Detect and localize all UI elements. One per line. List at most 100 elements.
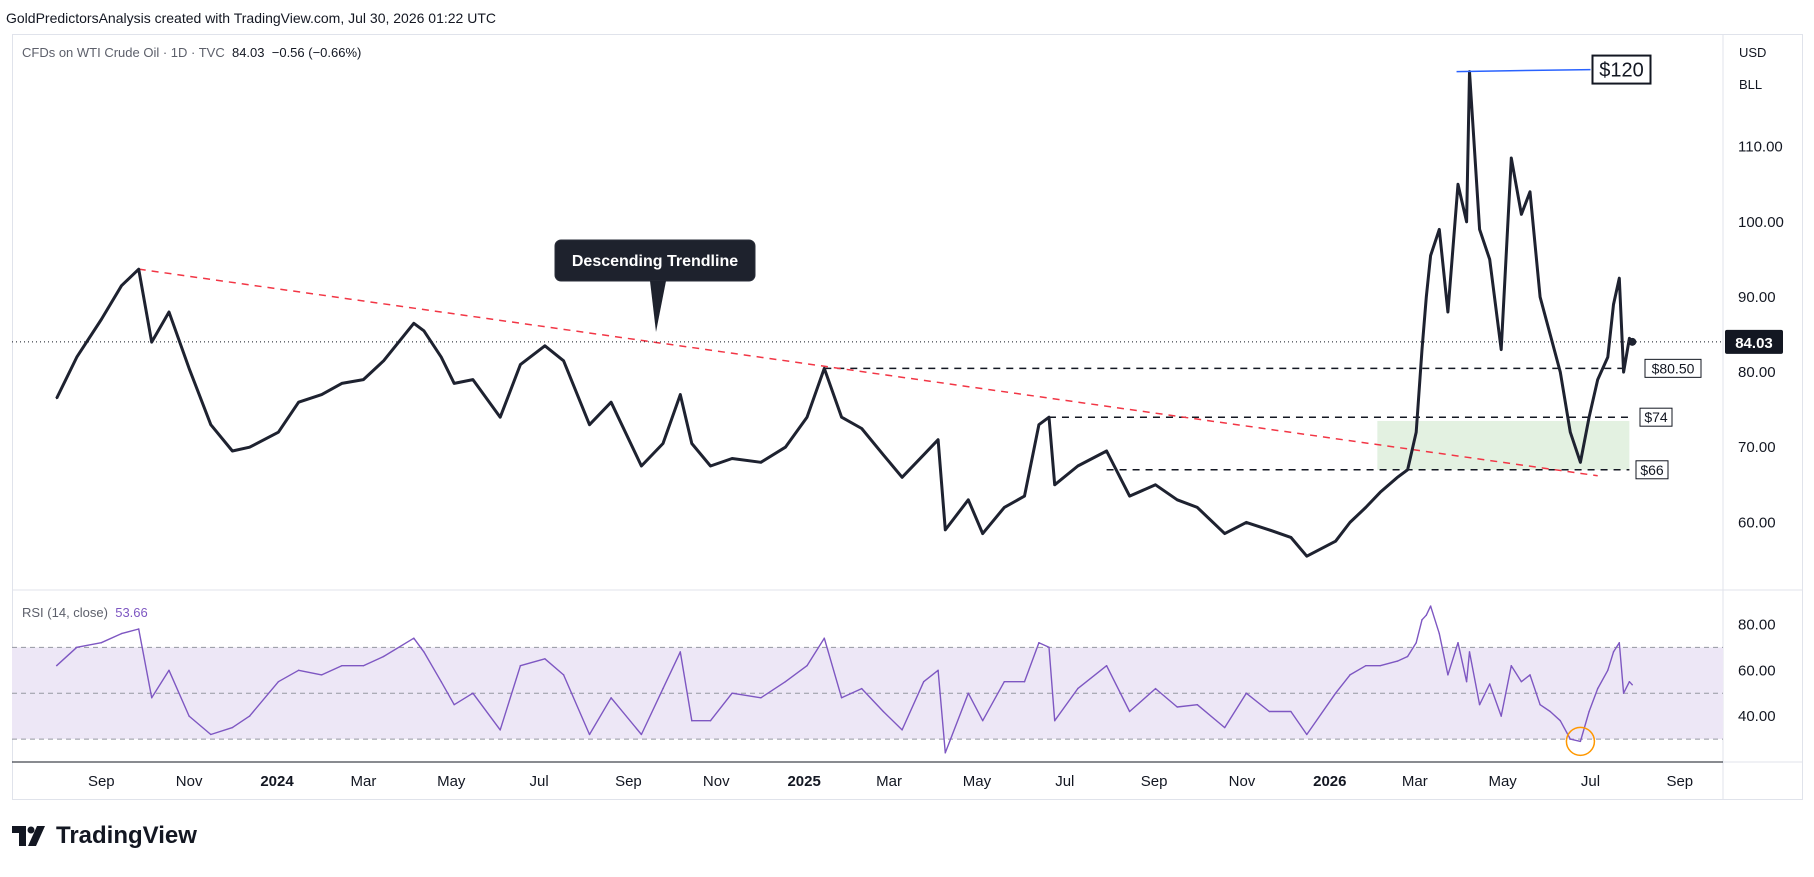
- price-point: [1429, 254, 1432, 257]
- price-point: [1038, 423, 1040, 426]
- price-point: [168, 311, 170, 313]
- rsi-point: [1447, 674, 1449, 676]
- peak-label-box: [1591, 54, 1652, 85]
- price-point: [1478, 228, 1481, 231]
- rsi-point: [1268, 710, 1271, 713]
- rsi-point: [709, 720, 712, 722]
- price-point: [922, 453, 925, 456]
- rsi-point: [1539, 703, 1541, 706]
- unit-label[interactable]: BLL: [1739, 77, 1763, 92]
- price-point: [1596, 378, 1599, 381]
- price-point: [1622, 371, 1625, 373]
- last-price-badge: [1725, 329, 1783, 354]
- rsi-point: [823, 637, 825, 639]
- rsi-point: [1023, 681, 1026, 683]
- price-point: [784, 446, 787, 449]
- rsi-legend[interactable]: RSI (14, close) 53.66: [22, 605, 148, 620]
- price-point: [860, 427, 863, 430]
- price-point: [610, 401, 612, 403]
- rsi-value: 53.66: [115, 605, 148, 620]
- price-tick-70: 70.00: [1738, 439, 1776, 456]
- chart-frame: [12, 34, 1803, 800]
- price-point: [1549, 333, 1551, 336]
- level-label-box-1: [1639, 407, 1673, 427]
- price-point: [209, 423, 212, 426]
- rsi-point: [944, 752, 946, 754]
- rsi-point: [1549, 710, 1551, 713]
- rsi-point: [1596, 687, 1599, 690]
- price-point: [1421, 348, 1423, 351]
- callout-text: Descending Trendline: [572, 253, 738, 270]
- rsi-point: [151, 697, 153, 699]
- level-label-box-2: [1635, 460, 1669, 480]
- price-point: [1529, 190, 1531, 193]
- price-point: [499, 416, 502, 418]
- price-point: [472, 378, 474, 381]
- rsi-point: [731, 692, 733, 694]
- price-point: [981, 532, 984, 535]
- rsi-point: [1245, 692, 1247, 694]
- rsi-point: [1622, 692, 1625, 694]
- price-point: [1245, 521, 1248, 524]
- price-point: [413, 322, 415, 325]
- rsi-point: [499, 729, 501, 731]
- symbol-name: CFDs on WTI Crude Oil · 1D · TVC: [22, 45, 225, 60]
- price-point: [1457, 183, 1459, 186]
- price-point: [1579, 461, 1582, 464]
- rsi-point: [1105, 664, 1108, 667]
- price-tick-110: 110.00: [1738, 139, 1783, 156]
- price-point: [519, 363, 522, 366]
- rsi-point: [100, 642, 102, 644]
- symbol-legend[interactable]: CFDs on WTI Crude Oil · 1D · TVC 84.03 −…: [22, 45, 361, 60]
- price-point: [1396, 476, 1399, 479]
- currency-label[interactable]: USD: [1739, 45, 1767, 60]
- price-point: [382, 360, 385, 362]
- price-point: [1305, 555, 1308, 557]
- rsi-oversold-circle: [1565, 726, 1596, 757]
- rsi-point: [423, 651, 425, 653]
- rsi-point: [967, 692, 970, 694]
- price-point: [690, 442, 693, 445]
- time-tick-7: Nov: [703, 773, 730, 790]
- rsi-point: [1054, 720, 1056, 722]
- price-tick-80: 80.00: [1738, 364, 1776, 381]
- rsi-tick-60: 60.00: [1738, 662, 1776, 679]
- price-point: [588, 423, 591, 426]
- price-point: [1406, 468, 1409, 471]
- time-tick-8: 2025: [787, 773, 820, 790]
- price-point: [1176, 499, 1178, 501]
- price-point: [806, 416, 808, 418]
- price-point: [423, 329, 425, 332]
- rsi-point: [341, 664, 343, 667]
- time-tick-18: Sep: [1666, 773, 1693, 790]
- rsi-point: [382, 655, 385, 658]
- rsi-point: [1468, 651, 1471, 653]
- rsi-point: [691, 720, 693, 722]
- level-label-2: $66: [1640, 462, 1664, 478]
- rsi-point: [1579, 740, 1582, 743]
- time-tick-0: Sep: [88, 773, 115, 790]
- tradingview-logo[interactable]: TradingView: [12, 822, 197, 850]
- price-point: [1268, 529, 1271, 531]
- price-point: [544, 345, 546, 347]
- rsi-point: [1559, 720, 1561, 722]
- level-label-box-0: [1644, 358, 1702, 378]
- rsi-label: RSI (14, close): [22, 605, 108, 620]
- rsi-point: [138, 628, 140, 630]
- rsi-point: [922, 681, 925, 683]
- peak-line: [1456, 68, 1591, 73]
- time-tick-13: Nov: [1229, 773, 1256, 790]
- price-point: [1003, 506, 1006, 509]
- rsi-point: [982, 720, 984, 722]
- rsi-point: [1465, 681, 1468, 683]
- rsi-point: [413, 637, 415, 639]
- rsi-point: [937, 669, 939, 671]
- rsi-point: [1196, 703, 1199, 706]
- rsi-point: [1520, 681, 1523, 683]
- price-point: [1415, 431, 1418, 434]
- rsi-point: [168, 669, 170, 671]
- price-point: [137, 268, 140, 270]
- rsi-point: [1588, 710, 1590, 713]
- rsi-point: [1488, 683, 1491, 685]
